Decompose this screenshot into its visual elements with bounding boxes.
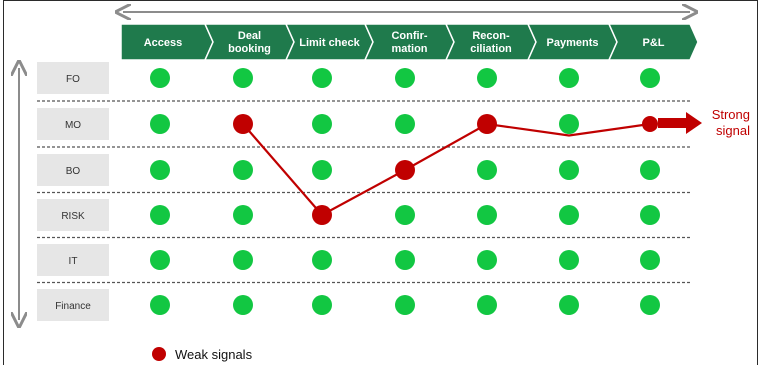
status-dot-it-pandl	[640, 250, 660, 270]
weak-signal-dot-mo-pandl	[642, 116, 658, 132]
weak-signal-dot-mo-recon-ciliation	[477, 114, 497, 134]
status-dot-bo-recon-ciliation	[477, 160, 497, 180]
status-dot-fo-pandl	[640, 68, 660, 88]
legend-weak-signal-dot	[152, 347, 166, 361]
status-dot-risk-payments	[559, 205, 579, 225]
weak-signal-dot-mo-deal-booking	[233, 114, 253, 134]
status-dot-risk-recon-ciliation	[477, 205, 497, 225]
status-dot-mo-confir-mation	[395, 114, 415, 134]
stage-label-access: Access	[144, 37, 183, 49]
stage-label-pandl: P&L	[643, 37, 665, 49]
status-dot-it-access	[150, 250, 170, 270]
status-dot-finance-payments	[559, 295, 579, 315]
status-dot-risk-access	[150, 205, 170, 225]
strong-signal-label-line2: signal	[716, 123, 750, 138]
status-dot-fo-confir-mation	[395, 68, 415, 88]
status-dot-it-recon-ciliation	[477, 250, 497, 270]
status-dot-fo-access	[150, 68, 170, 88]
status-dot-mo-limit-check	[312, 114, 332, 134]
weak-signal-line	[242, 122, 651, 217]
status-dot-risk-confir-mation	[395, 205, 415, 225]
status-dot-finance-limit-check	[312, 295, 332, 315]
signal-dots	[150, 68, 660, 315]
status-dot-fo-payments	[559, 68, 579, 88]
weak-signal-dot-risk-limit-check	[312, 205, 332, 225]
stage-label-confir-mation-line2: mation	[391, 43, 427, 55]
stage-label-payments: Payments	[547, 37, 599, 49]
status-dot-it-payments	[559, 250, 579, 270]
status-dot-bo-access	[150, 160, 170, 180]
row-label-box-finance	[37, 289, 109, 321]
row-label-bo: BO	[66, 166, 81, 177]
stage-label-deal-booking-line1: Deal	[238, 30, 261, 42]
row-label-risk: RISK	[61, 211, 85, 222]
status-dot-finance-recon-ciliation	[477, 295, 497, 315]
weak-signal-path	[233, 114, 658, 225]
weak-signal-dot-bo-confir-mation	[395, 160, 415, 180]
stage-label-confir-mation-line1: Confir-	[391, 30, 427, 42]
diagram-frame: Access Deal booking Limit check Confir-matio…	[3, 0, 758, 365]
status-dot-bo-pandl	[640, 160, 660, 180]
row-label-fo: FO	[66, 74, 80, 85]
status-dot-fo-deal-booking	[233, 68, 253, 88]
stage-label-recon-ciliation-line1: Recon-	[472, 30, 510, 42]
status-dot-finance-deal-booking	[233, 295, 253, 315]
status-dot-it-confir-mation	[395, 250, 415, 270]
status-dot-it-deal-booking	[233, 250, 253, 270]
status-dot-mo-payments	[559, 114, 579, 134]
status-dot-it-limit-check	[312, 250, 332, 270]
row-label-mo: MO	[65, 120, 81, 131]
stage-label-limit-check: Limit check	[299, 37, 360, 49]
row-label-box-fo	[37, 62, 109, 94]
legend-weak-signals-label: Weak signals	[175, 347, 253, 362]
status-dot-risk-deal-booking	[233, 205, 253, 225]
status-dot-fo-limit-check	[312, 68, 332, 88]
row-label-box-risk	[37, 199, 109, 231]
status-dot-fo-recon-ciliation	[477, 68, 497, 88]
stage-chevron-pandl	[607, 23, 699, 61]
status-dot-risk-pandl	[640, 205, 660, 225]
status-dot-finance-confir-mation	[395, 295, 415, 315]
row-labels: FO MO BO RISK IT Finance	[37, 62, 109, 321]
stage-label-recon-ciliation-line2: ciliation	[470, 43, 512, 55]
status-dot-bo-deal-booking	[233, 160, 253, 180]
status-dot-bo-payments	[559, 160, 579, 180]
row-label-box-bo	[37, 154, 109, 186]
status-dot-finance-pandl	[640, 295, 660, 315]
status-dot-finance-access	[150, 295, 170, 315]
row-label-box-mo	[37, 108, 109, 140]
strong-signal-arrow	[658, 112, 702, 134]
row-label-it: IT	[69, 256, 78, 267]
status-dot-mo-access	[150, 114, 170, 134]
stage-label-deal-booking-line2: booking	[228, 43, 271, 55]
status-dot-bo-limit-check	[312, 160, 332, 180]
row-label-box-it	[37, 244, 109, 276]
row-label-finance: Finance	[55, 301, 91, 312]
strong-signal-label-line1: Strong	[712, 107, 750, 122]
